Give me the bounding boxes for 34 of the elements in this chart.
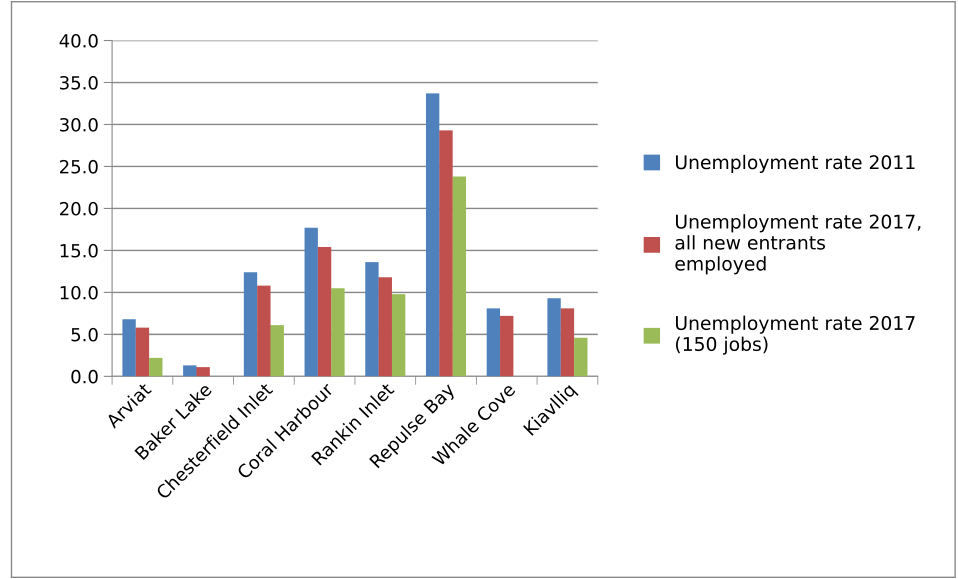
bar [304, 228, 318, 376]
y-tick-label: 15.0 [60, 244, 98, 258]
bar [392, 294, 406, 376]
bar [500, 316, 514, 376]
bar [560, 308, 574, 376]
y-tick-label: 35.0 [60, 76, 98, 90]
y-tick-label: 25.0 [60, 160, 98, 174]
legend-label: Unemployment rate 2011 [676, 154, 914, 173]
bar [136, 328, 150, 376]
bar [183, 365, 196, 376]
bar [439, 130, 453, 376]
bar [244, 272, 258, 376]
bar [122, 319, 136, 376]
y-tick-label: 30.0 [60, 118, 98, 132]
y-tick-label: 40.0 [60, 34, 98, 48]
bar [378, 277, 392, 376]
bar [365, 262, 379, 376]
bar [452, 176, 466, 376]
bar [331, 288, 345, 376]
y-tick-label: 10.0 [60, 286, 98, 300]
y-tick-label: 0.0 [71, 370, 98, 384]
bar [574, 338, 588, 376]
y-tick-label: 5.0 [72, 328, 98, 342]
bar [270, 325, 284, 376]
y-tick-label: 20.0 [60, 202, 98, 216]
legend-label: Unemployment rate 2017 (150 jobs) [676, 316, 915, 355]
legend-label: Unemployment rate 2017, all new entrants employed [675, 214, 920, 274]
bar [486, 308, 500, 376]
bar [257, 286, 271, 376]
bar [318, 247, 332, 376]
bar [547, 298, 561, 376]
bar [149, 358, 162, 376]
bar [196, 367, 210, 376]
bar [426, 93, 440, 376]
